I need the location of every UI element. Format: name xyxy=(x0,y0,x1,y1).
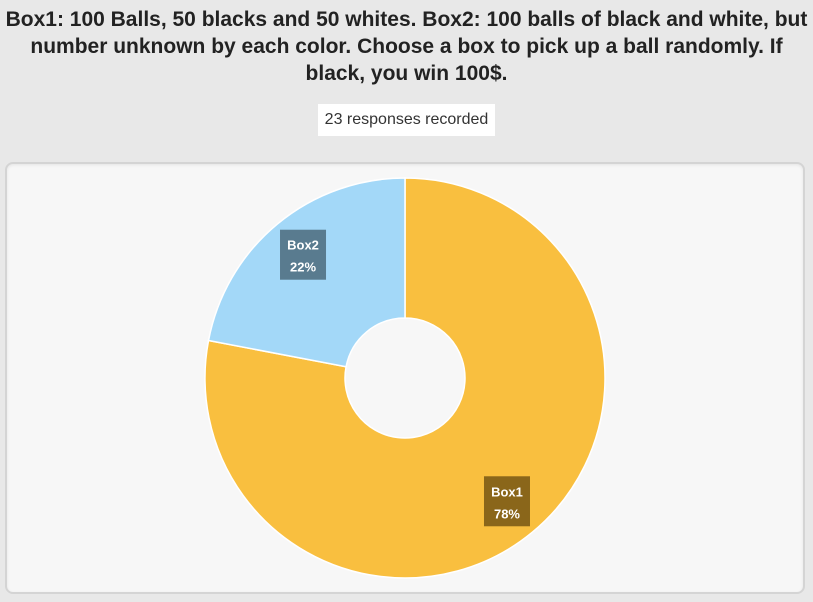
slice-value-label: 22% xyxy=(290,260,316,275)
slice-category-label: Box2 xyxy=(287,238,319,253)
chart-title: Box1: 100 Balls, 50 blacks and 50 whites… xyxy=(5,8,808,85)
slice-label-box2: Box2 22% xyxy=(280,229,327,280)
slice-label-box1: Box1 78% xyxy=(483,476,530,527)
slice-category-label: Box1 xyxy=(491,484,523,499)
responses-count: 23 responses recorded xyxy=(317,104,496,136)
slice-value-label: 78% xyxy=(494,506,520,521)
responses-count-container: 23 responses recorded xyxy=(0,104,813,136)
slice-label-background xyxy=(280,229,327,280)
slice-label-background xyxy=(483,476,530,527)
